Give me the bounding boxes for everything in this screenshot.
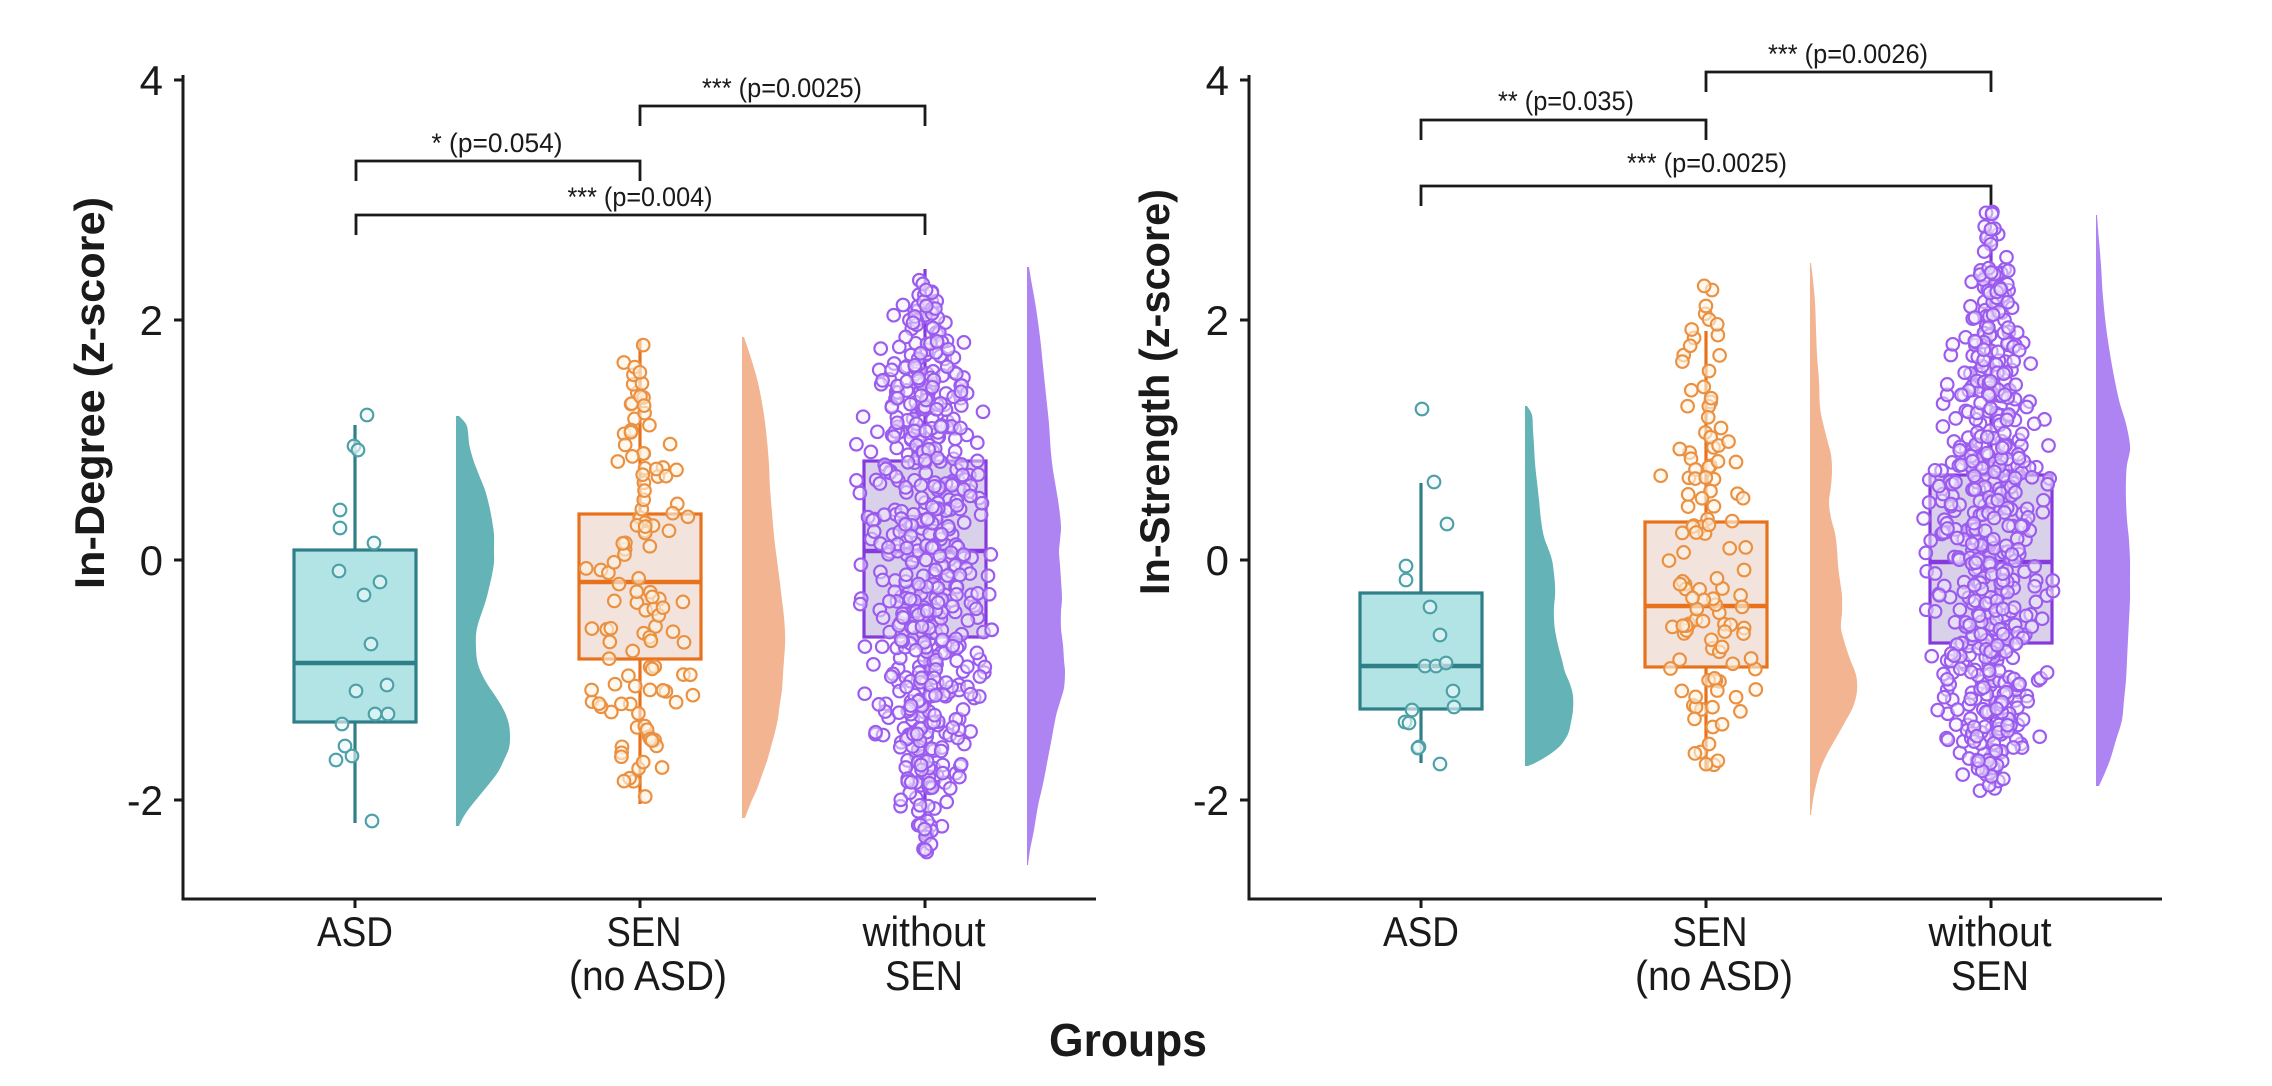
svg-text:SEN: SEN (1951, 952, 2029, 999)
svg-text:*** (p=0.0025): *** (p=0.0025) (1627, 148, 1787, 178)
svg-text:without: without (862, 908, 986, 955)
svg-text:*** (p=0.004): *** (p=0.004) (568, 182, 713, 212)
svg-text:0: 0 (1206, 537, 1229, 584)
svg-text:** (p=0.035): ** (p=0.035) (1498, 86, 1634, 116)
svg-text:2: 2 (140, 297, 163, 344)
svg-text:*** (p=0.0026): *** (p=0.0026) (1768, 39, 1928, 69)
svg-text:* (p=0.054): * (p=0.054) (432, 128, 563, 158)
svg-text:2: 2 (1206, 297, 1229, 344)
svg-text:(no ASD): (no ASD) (1635, 952, 1793, 999)
svg-text:(no ASD): (no ASD) (569, 952, 727, 999)
svg-text:*** (p=0.0025): *** (p=0.0025) (702, 73, 862, 103)
svg-text:ASD: ASD (1383, 908, 1459, 955)
svg-text:without: without (1928, 908, 2052, 955)
svg-text:SEN: SEN (607, 908, 682, 955)
svg-text:4: 4 (140, 57, 163, 104)
svg-text:0: 0 (140, 537, 163, 584)
svg-text:-2: -2 (1193, 777, 1229, 824)
svg-text:In-Degree (z-score): In-Degree (z-score) (66, 197, 113, 589)
svg-text:4: 4 (1206, 57, 1229, 104)
svg-text:In-Strength (z-score): In-Strength (z-score) (1131, 189, 1178, 595)
svg-text:Groups: Groups (1049, 1014, 1207, 1066)
svg-text:-2: -2 (127, 777, 163, 824)
svg-text:SEN: SEN (885, 952, 963, 999)
svg-text:ASD: ASD (317, 908, 393, 955)
svg-text:SEN: SEN (1673, 908, 1748, 955)
